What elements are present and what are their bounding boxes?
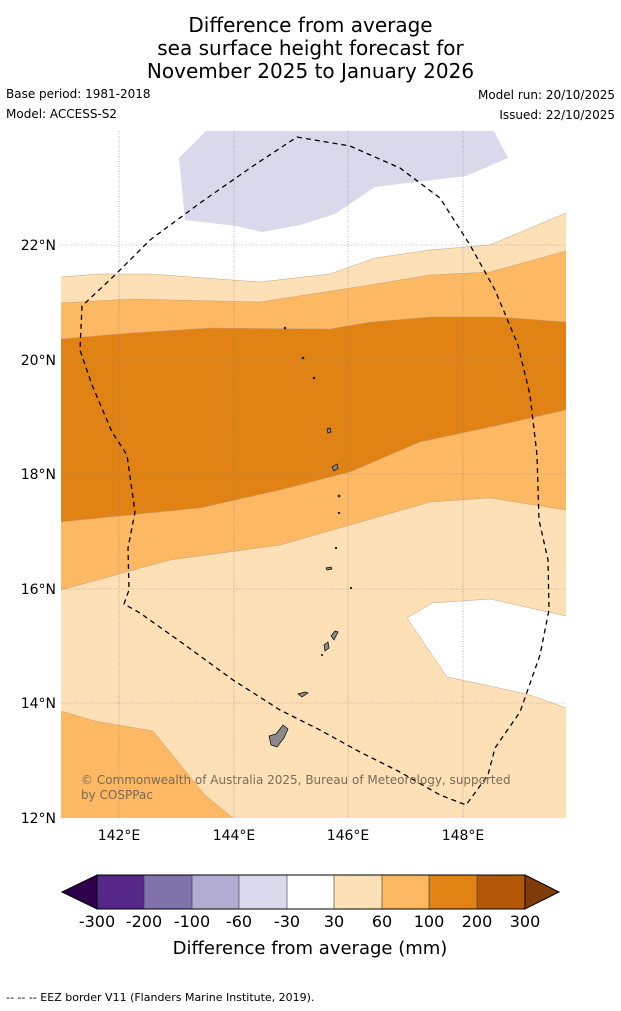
lat-label-14n: 14°N — [21, 696, 56, 712]
lon-label-142e: 142°E — [98, 828, 141, 844]
chart-title: Difference from average sea surface heig… — [0, 14, 621, 83]
model-run: Model run: 20/10/2025 — [477, 88, 615, 102]
lon-labels: 142°E 144°E 146°E 148°E — [98, 828, 485, 844]
lon-label-148e: 148°E — [442, 828, 485, 844]
ssh-contours — [61, 131, 566, 818]
colorbar-bin-m30-30 — [287, 875, 334, 909]
island-anatahan — [325, 566, 333, 571]
colorbar: -300 -200 -100 -60 -30 30 60 100 200 300… — [60, 874, 561, 959]
island-tinian — [323, 641, 330, 652]
lat-label-18n: 18°N — [21, 467, 56, 483]
base-period: Base period: 1981-2018 — [6, 87, 151, 101]
colorbar-tick: 200 — [462, 912, 493, 931]
title-line-3: November 2025 to January 2026 — [146, 59, 475, 83]
colorbar-bin-60-100 — [382, 875, 429, 909]
colorbar-bin-30-60 — [334, 875, 382, 909]
eez-footnote: -- -- -- EEZ border V11 (Flanders Marine… — [6, 991, 315, 1004]
gridlines — [61, 131, 566, 818]
colorbar-extend-low — [60, 874, 98, 910]
colorbar-tick: 300 — [510, 912, 541, 931]
island-islet-7 — [349, 586, 353, 590]
colorbar-outline — [96, 874, 526, 910]
eez-border — [79, 136, 550, 806]
island-islet-2 — [301, 356, 305, 360]
issued-date: Issued: 22/10/2025 — [499, 108, 615, 122]
colorbar-bin-100-200 — [429, 875, 477, 909]
band-minus30-30-east — [407, 599, 566, 708]
colorbar-tick: -300 — [79, 912, 115, 931]
island-islet-8 — [320, 653, 324, 657]
island-islet-4 — [337, 494, 341, 498]
colorbar-label: Difference from average (mm) — [173, 938, 448, 959]
island-saipan — [330, 630, 339, 641]
lat-label-16n: 16°N — [21, 582, 56, 598]
colorbar-ticks: -300 -200 -100 -60 -30 30 60 100 200 300 — [79, 912, 540, 931]
band-30-60-bottom-left-fill — [61, 711, 233, 818]
colorbar-bin-m200-m100 — [144, 875, 192, 909]
band-100-200 — [61, 317, 566, 522]
islands — [268, 326, 353, 748]
colorbar-tick: 100 — [414, 912, 445, 931]
lat-label-22n: 22°N — [21, 238, 56, 254]
island-islet-5 — [337, 511, 341, 515]
colorbar-bin-200-300 — [477, 875, 525, 909]
colorbar-tick: -30 — [274, 912, 300, 931]
island-islet-6 — [334, 546, 338, 550]
colorbar-bin-m300-m200 — [97, 875, 144, 909]
island-agrihan — [326, 427, 332, 434]
colorbar-dividers — [143, 875, 478, 909]
colorbar-extend-high — [524, 874, 561, 910]
lon-label-146e: 146°E — [327, 828, 370, 844]
lon-label-144e: 144°E — [213, 828, 256, 844]
colorbar-bin-m100-m60 — [192, 875, 239, 909]
contour-edges — [61, 212, 566, 818]
copyright-line-1: © Commonwealth of Australia 2025, Bureau… — [81, 773, 511, 787]
copyright-line-2: by COSPPac — [81, 788, 153, 802]
lat-labels: 22°N 20°N 18°N 16°N 14°N 12°N — [21, 238, 56, 827]
colorbar-tick: -60 — [226, 912, 252, 931]
title-line-1: Difference from average — [188, 13, 433, 37]
lat-label-12n: 12°N — [21, 811, 56, 827]
colorbar-tick: 60 — [372, 912, 392, 931]
title-line-2: sea surface height forecast for — [157, 36, 464, 60]
island-islet-1 — [283, 326, 287, 330]
island-guam — [268, 724, 289, 748]
colorbar-tick: 30 — [324, 912, 344, 931]
colorbar-tick: -200 — [126, 912, 162, 931]
colorbar-bin-m60-m30 — [239, 875, 287, 909]
band-minus60-minus30 — [179, 131, 508, 232]
island-islet-3 — [312, 376, 316, 380]
island-pagan — [331, 463, 339, 472]
colorbar-tick: -100 — [174, 912, 210, 931]
island-rota — [297, 691, 309, 698]
model-name: Model: ACCESS-S2 — [6, 107, 118, 121]
lat-label-20n: 20°N — [21, 353, 56, 369]
